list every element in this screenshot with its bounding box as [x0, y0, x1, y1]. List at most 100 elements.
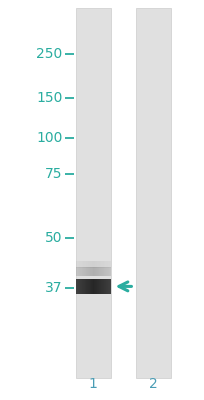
Bar: [89, 279, 90, 294]
Bar: [78, 261, 79, 268]
Bar: [100, 279, 101, 294]
Bar: [86, 279, 87, 294]
Bar: [94, 261, 95, 268]
Text: 75: 75: [45, 167, 62, 181]
Bar: [100, 261, 101, 268]
Bar: [92, 261, 93, 268]
Bar: [107, 261, 108, 268]
Bar: [98, 261, 99, 268]
Bar: [104, 267, 105, 276]
Bar: [98, 279, 99, 294]
Bar: [105, 279, 106, 294]
Bar: [108, 261, 109, 268]
Bar: [76, 267, 77, 276]
Bar: [93, 267, 94, 276]
Bar: [94, 267, 95, 276]
Bar: [102, 267, 103, 276]
Bar: [80, 267, 81, 276]
Bar: [77, 267, 78, 276]
Bar: [83, 261, 84, 268]
Bar: [88, 279, 89, 294]
Bar: [93, 279, 94, 294]
Bar: [81, 267, 82, 276]
Bar: [95, 267, 96, 276]
Bar: [102, 279, 103, 294]
Bar: [101, 261, 102, 268]
Bar: [90, 267, 91, 276]
Text: 100: 100: [36, 131, 62, 145]
Text: 150: 150: [36, 91, 62, 105]
Bar: [97, 267, 98, 276]
Bar: [75, 261, 76, 268]
Bar: [99, 261, 100, 268]
Bar: [79, 261, 80, 268]
Bar: [96, 261, 97, 268]
Bar: [89, 267, 90, 276]
Bar: [104, 261, 105, 268]
Bar: [88, 261, 89, 268]
Bar: [81, 261, 82, 268]
Bar: [82, 267, 83, 276]
Bar: [85, 279, 86, 294]
Bar: [108, 267, 109, 276]
Bar: [91, 261, 92, 268]
Bar: [77, 279, 78, 294]
Bar: [109, 261, 110, 268]
Bar: [96, 279, 97, 294]
Bar: [76, 261, 77, 268]
Bar: [90, 279, 91, 294]
Bar: [105, 261, 106, 268]
Bar: [84, 279, 85, 294]
Bar: [83, 279, 84, 294]
Bar: [102, 261, 103, 268]
Bar: [103, 279, 104, 294]
Text: 250: 250: [36, 47, 62, 61]
Bar: [75, 279, 76, 294]
Bar: [107, 279, 108, 294]
Bar: [105, 267, 106, 276]
Bar: [91, 279, 92, 294]
Bar: [78, 279, 79, 294]
Bar: [109, 279, 110, 294]
Bar: [87, 261, 88, 268]
Bar: [85, 267, 86, 276]
Bar: [96, 267, 97, 276]
Bar: [101, 267, 102, 276]
Bar: [108, 279, 109, 294]
Bar: [98, 267, 99, 276]
Text: 50: 50: [45, 231, 62, 245]
Bar: [87, 279, 88, 294]
Bar: [95, 261, 96, 268]
Bar: [80, 261, 81, 268]
Bar: [82, 279, 83, 294]
Bar: [90, 261, 91, 268]
Bar: [136, 8, 170, 378]
Bar: [79, 279, 80, 294]
Bar: [82, 261, 83, 268]
Bar: [83, 267, 84, 276]
Bar: [107, 267, 108, 276]
Bar: [88, 267, 89, 276]
Bar: [77, 261, 78, 268]
Bar: [99, 279, 100, 294]
Bar: [85, 261, 86, 268]
Text: 2: 2: [149, 377, 157, 391]
Text: 1: 1: [88, 377, 97, 391]
Bar: [103, 261, 104, 268]
Bar: [94, 279, 95, 294]
Bar: [101, 279, 102, 294]
Bar: [86, 261, 87, 268]
Bar: [81, 279, 82, 294]
Bar: [76, 279, 77, 294]
Bar: [99, 267, 100, 276]
Bar: [106, 267, 107, 276]
Bar: [84, 267, 85, 276]
Bar: [100, 267, 101, 276]
Bar: [80, 279, 81, 294]
Bar: [106, 261, 107, 268]
Bar: [84, 261, 85, 268]
Bar: [75, 8, 110, 378]
Bar: [91, 267, 92, 276]
Bar: [86, 267, 87, 276]
Bar: [104, 279, 105, 294]
